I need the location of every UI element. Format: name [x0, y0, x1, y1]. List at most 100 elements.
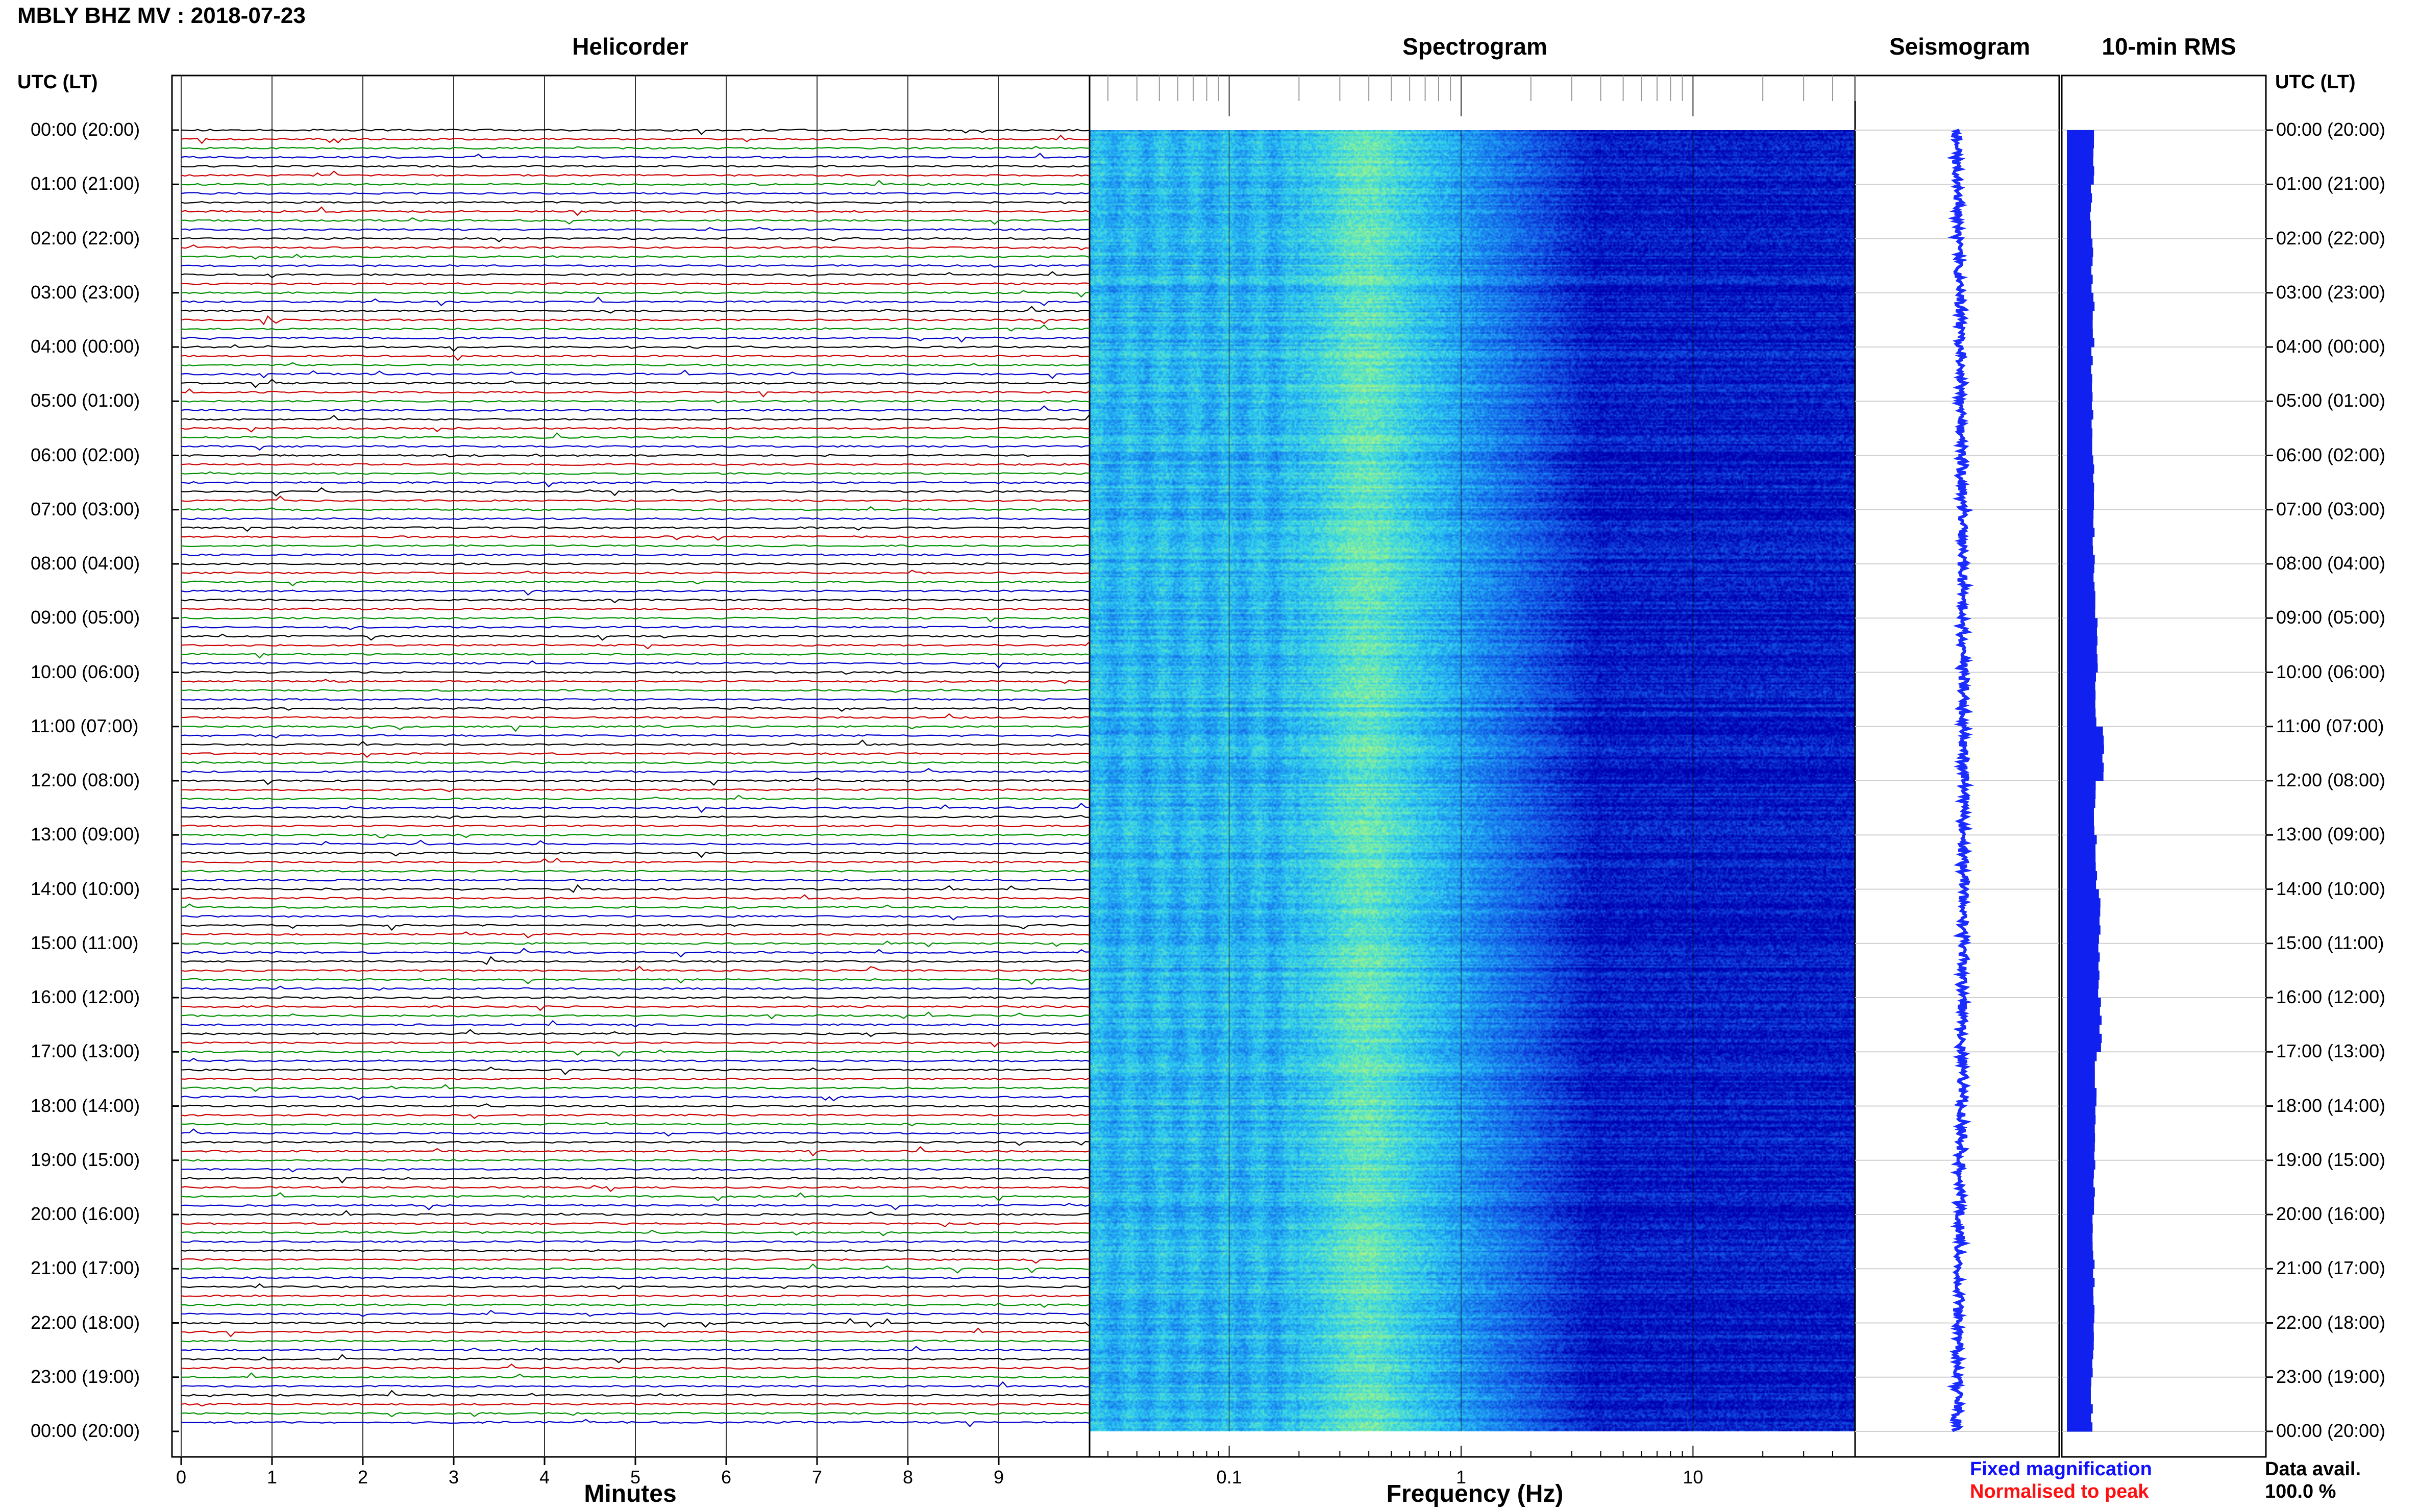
- helicorder-minute-tick-label: 6: [721, 1467, 731, 1488]
- rms-bar: [2067, 672, 2096, 682]
- helicorder-trace: [181, 1346, 1090, 1352]
- rms-bar: [2067, 862, 2096, 872]
- rms-bar: [2067, 482, 2094, 492]
- rms-bar: [2067, 1232, 2093, 1242]
- rms-bar: [2067, 636, 2097, 646]
- rms-bar: [2067, 1088, 2097, 1098]
- helicorder-trace: [181, 1363, 1090, 1370]
- rms-bar: [2067, 1223, 2093, 1233]
- helicorder-trace: [181, 1067, 1090, 1075]
- helicorder-trace: [181, 336, 1090, 343]
- time-label-left: 14:00 (10:00): [31, 878, 140, 899]
- time-label-left: 11:00 (07:00): [31, 715, 139, 736]
- helicorder-trace: [181, 290, 1090, 298]
- helicorder-trace: [181, 1011, 1090, 1020]
- spectrogram-heatmap: [1090, 130, 1855, 1431]
- rms-bar: [2067, 148, 2094, 158]
- helicorder-trace: [181, 914, 1090, 921]
- helicorder-trace: [181, 1240, 1090, 1243]
- helicorder-trace: [181, 1146, 1090, 1157]
- time-label-left: 05:00 (01:00): [31, 390, 140, 411]
- spectrogram-x-axis-label: Frequency (Hz): [1386, 1480, 1564, 1507]
- time-label-right: 11:00 (07:00): [2276, 715, 2384, 736]
- helicorder-minute-tick-label: 5: [630, 1467, 640, 1488]
- helicorder-trace: [181, 254, 1090, 260]
- rms-bar: [2067, 1043, 2101, 1052]
- helicorder-trace: [181, 653, 1090, 659]
- rms-bar: [2067, 1025, 2100, 1034]
- spectrogram-frequency-tick-label: 1: [1456, 1467, 1466, 1488]
- helicorder-trace: [181, 362, 1090, 367]
- time-label-left: 10:00 (06:00): [31, 661, 140, 682]
- rms-bar: [2067, 1178, 2094, 1188]
- helicorder-trace: [181, 1381, 1090, 1388]
- helicorder-trace: [181, 487, 1090, 497]
- rms-bar: [2067, 184, 2091, 194]
- rms-bar: [2067, 265, 2092, 275]
- time-label-right: 18:00 (14:00): [2276, 1095, 2386, 1116]
- helicorder-trace: [181, 153, 1090, 159]
- helicorder-trace: [181, 296, 1090, 307]
- rms-bar: [2067, 275, 2093, 284]
- rms-bar: [2067, 139, 2094, 148]
- helicorder-trace: [181, 445, 1090, 451]
- time-label-left: 09:00 (05:00): [31, 607, 140, 628]
- seismogram-trace: [1946, 129, 1974, 1432]
- rms-bar: [2067, 816, 2094, 827]
- helicorder-trace: [181, 1192, 1090, 1202]
- helicorder-minute-tick-label: 0: [176, 1467, 186, 1488]
- time-label-left: 12:00 (08:00): [31, 770, 140, 790]
- helicorder-trace: [181, 526, 1090, 532]
- helicorder-trace: [181, 170, 1090, 177]
- time-label-right: 03:00 (23:00): [2276, 281, 2386, 303]
- helicorder-trace: [181, 206, 1090, 216]
- rms-bar: [2067, 509, 2094, 519]
- rms-bar: [2067, 1277, 2095, 1287]
- helicorder-trace: [181, 1203, 1090, 1210]
- rms-bar: [2067, 735, 2104, 745]
- helicorder-trace: [181, 931, 1090, 938]
- helicorder-trace: [181, 1103, 1090, 1108]
- rms-bar: [2067, 437, 2092, 447]
- spectrogram-frequency-tick-label: 10: [1683, 1467, 1703, 1488]
- helicorder-trace: [181, 414, 1090, 421]
- rms-bar: [2067, 1332, 2094, 1342]
- rms-bar: [2067, 889, 2099, 899]
- time-axis-header-right: UTC (LT): [2275, 71, 2356, 93]
- rms-bar: [2067, 410, 2093, 420]
- time-label-left: 23:00 (19:00): [31, 1366, 140, 1387]
- helicorder-trace: [181, 237, 1090, 242]
- helicorder-trace: [181, 244, 1090, 251]
- rms-bar: [2067, 979, 2099, 989]
- rms-bar: [2067, 907, 2101, 917]
- time-label-right: 15:00 (11:00): [2276, 932, 2384, 953]
- rms-bar: [2067, 455, 2093, 465]
- time-label-right: 08:00 (04:00): [2276, 553, 2386, 574]
- rms-bar: [2067, 609, 2095, 618]
- helicorder-trace: [181, 1159, 1090, 1162]
- helicorder-trace: [181, 1049, 1090, 1057]
- helicorder-trace: [181, 165, 1090, 168]
- helicorder-trace: [181, 1411, 1090, 1418]
- time-label-left: 04:00 (00:00): [31, 336, 140, 357]
- rms-bar: [2067, 618, 2098, 628]
- time-label-left: 22:00 (18:00): [31, 1311, 140, 1333]
- rms-bar: [2067, 1070, 2095, 1079]
- rms-bar: [2067, 952, 2100, 962]
- helicorder-trace: [181, 129, 1090, 135]
- rms-bar: [2067, 1395, 2091, 1405]
- rms-bar: [2067, 1015, 2102, 1025]
- time-label-right: 19:00 (15:00): [2276, 1149, 2386, 1170]
- helicorder-trace: [181, 1041, 1090, 1048]
- rms-bar: [2067, 1386, 2091, 1396]
- helicorder-trace: [181, 802, 1090, 813]
- helicorder-trace: [181, 641, 1090, 650]
- helicorder-trace: [181, 495, 1090, 502]
- helicorder-trace: [181, 453, 1090, 458]
- time-label-left: 15:00 (11:00): [31, 932, 139, 953]
- helicorder-trace: [181, 1005, 1090, 1011]
- rms-bar: [2067, 600, 2095, 610]
- rms-bar: [2067, 383, 2092, 393]
- rms-bar: [2067, 1269, 2093, 1278]
- helicorder-trace: [181, 725, 1090, 732]
